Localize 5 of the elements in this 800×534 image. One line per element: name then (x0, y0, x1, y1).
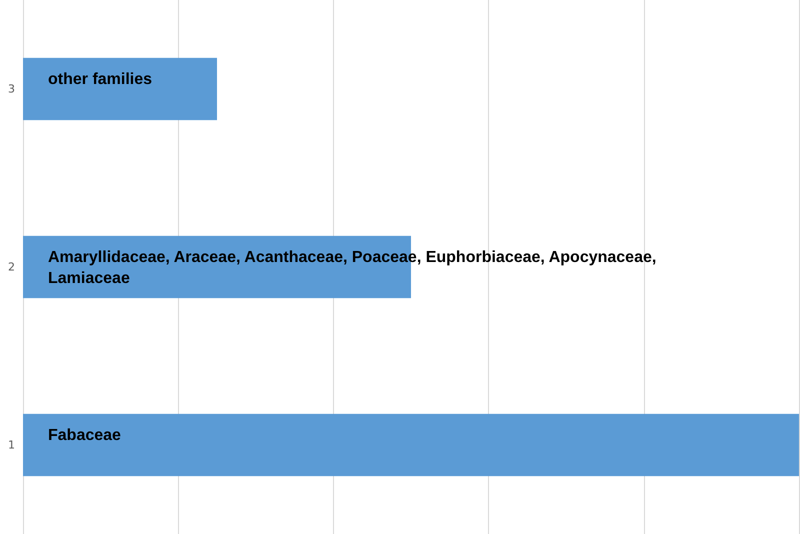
y-tick-label: 2 (8, 260, 15, 274)
annotation: other families (48, 71, 152, 88)
y-tick-label: 1 (8, 438, 15, 452)
annotation: Fabaceae (48, 427, 122, 444)
y-tick-label: 3 (8, 82, 15, 96)
